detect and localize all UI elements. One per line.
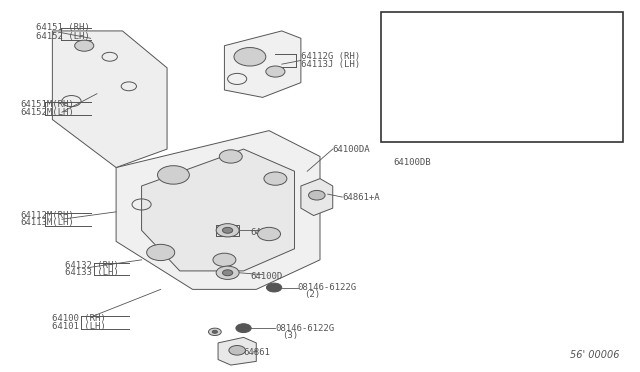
Circle shape bbox=[229, 346, 246, 355]
Circle shape bbox=[479, 51, 511, 70]
Text: 64112M(RH): 64112M(RH) bbox=[20, 211, 74, 220]
Text: 64100DB: 64100DB bbox=[394, 157, 431, 167]
Text: 64861+A: 64861+A bbox=[342, 193, 380, 202]
Circle shape bbox=[157, 166, 189, 184]
Text: 64151M(RH): 64151M(RH) bbox=[20, 100, 74, 109]
Circle shape bbox=[147, 244, 175, 260]
Text: 08146-6122G: 08146-6122G bbox=[298, 283, 357, 292]
Text: (3): (3) bbox=[282, 331, 298, 340]
Circle shape bbox=[547, 68, 570, 82]
Polygon shape bbox=[225, 31, 301, 97]
Text: LH: LH bbox=[387, 22, 403, 32]
Circle shape bbox=[209, 328, 221, 336]
Circle shape bbox=[308, 190, 325, 200]
Text: 64152 (LH): 64152 (LH) bbox=[36, 32, 90, 41]
Circle shape bbox=[592, 65, 602, 71]
Text: 64100DB: 64100DB bbox=[387, 63, 426, 72]
Circle shape bbox=[223, 270, 233, 276]
Circle shape bbox=[257, 227, 280, 241]
Circle shape bbox=[212, 330, 218, 333]
Circle shape bbox=[220, 150, 243, 163]
Text: 64113M(LH): 64113M(LH) bbox=[20, 218, 74, 227]
Circle shape bbox=[223, 227, 233, 233]
Circle shape bbox=[264, 172, 287, 185]
Text: 64113J (LH): 64113J (LH) bbox=[301, 60, 360, 69]
Circle shape bbox=[266, 66, 285, 77]
Text: 64100D: 64100D bbox=[250, 272, 282, 281]
Text: B: B bbox=[271, 285, 276, 291]
Circle shape bbox=[234, 48, 266, 66]
Text: 64133 (LH): 64133 (LH) bbox=[65, 268, 119, 277]
Text: 56' 00006: 56' 00006 bbox=[570, 350, 620, 359]
Text: 64841: 64841 bbox=[250, 228, 276, 237]
Polygon shape bbox=[52, 31, 167, 167]
Text: B: B bbox=[241, 325, 246, 331]
Text: 64100 (RH): 64100 (RH) bbox=[52, 314, 106, 323]
Text: 64152M(LH): 64152M(LH) bbox=[20, 108, 74, 117]
Text: 64101 (LH): 64101 (LH) bbox=[52, 322, 106, 331]
Text: 64112G (RH): 64112G (RH) bbox=[301, 52, 360, 61]
Text: (2): (2) bbox=[304, 291, 320, 299]
Polygon shape bbox=[218, 337, 256, 365]
Bar bbox=[381, 13, 623, 142]
Text: 64151 (RH): 64151 (RH) bbox=[36, 23, 90, 32]
Polygon shape bbox=[301, 179, 333, 215]
Text: 64100DA: 64100DA bbox=[333, 145, 371, 154]
Polygon shape bbox=[406, 20, 616, 131]
Circle shape bbox=[266, 283, 282, 292]
Polygon shape bbox=[141, 149, 294, 271]
Text: 64132 (RH): 64132 (RH) bbox=[65, 261, 119, 270]
Text: 64861: 64861 bbox=[244, 348, 271, 357]
Circle shape bbox=[213, 253, 236, 266]
Circle shape bbox=[75, 40, 94, 51]
Polygon shape bbox=[116, 131, 320, 289]
Circle shape bbox=[236, 324, 251, 333]
Circle shape bbox=[216, 224, 239, 237]
Text: 08146-6122G: 08146-6122G bbox=[275, 324, 335, 333]
Circle shape bbox=[216, 266, 239, 279]
